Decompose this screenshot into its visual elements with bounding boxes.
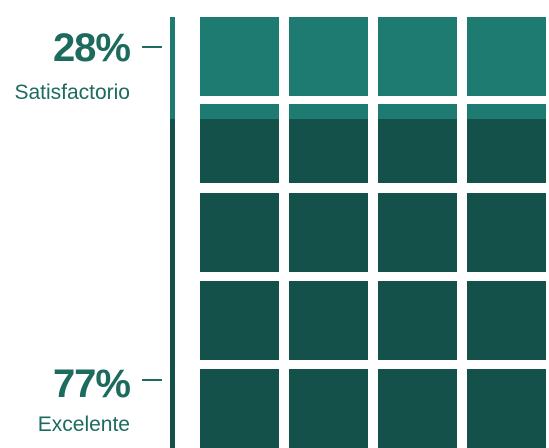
label-tick-excelente bbox=[142, 379, 162, 381]
waffle-cell-satisfactorio bbox=[467, 17, 546, 96]
waffle-cell-excelente bbox=[467, 193, 546, 272]
value-label-excelente: 77% bbox=[52, 362, 131, 406]
waffle-cell bbox=[378, 104, 457, 183]
waffle-cell bbox=[378, 281, 457, 360]
waffle-cell bbox=[467, 281, 546, 360]
waffle-cell-part-excelente bbox=[467, 119, 546, 183]
series-label-satisfactorio: Satisfactorio bbox=[14, 81, 130, 104]
label-tick-satisfactorio bbox=[142, 46, 162, 48]
waffle-cell bbox=[200, 104, 279, 183]
waffle-cell-excelente bbox=[467, 369, 546, 448]
waffle-cell-excelente bbox=[378, 281, 457, 360]
waffle-cell bbox=[289, 369, 368, 448]
waffle-cell-satisfactorio bbox=[289, 17, 368, 96]
waffle-cell bbox=[200, 369, 279, 448]
waffle-cell-excelente bbox=[378, 369, 457, 448]
waffle-cell-excelente bbox=[289, 193, 368, 272]
waffle-cell bbox=[289, 281, 368, 360]
waffle-cell bbox=[467, 369, 546, 448]
waffle-cell bbox=[289, 104, 368, 183]
waffle-cell bbox=[467, 193, 546, 272]
waffle-cell bbox=[200, 281, 279, 360]
waffle-cell-excelente bbox=[289, 281, 368, 360]
waffle-cell-part-satisfactorio bbox=[378, 104, 457, 119]
waffle-cell-part-satisfactorio bbox=[467, 104, 546, 119]
waffle-cell-satisfactorio bbox=[378, 17, 457, 96]
waffle-cell bbox=[467, 104, 546, 183]
waffle-cell-part-excelente bbox=[200, 119, 279, 183]
series-label-excelente: Excelente bbox=[37, 413, 130, 436]
waffle-cell bbox=[467, 17, 546, 96]
waffle-cell-excelente bbox=[289, 369, 368, 448]
waffle-cell-excelente bbox=[200, 281, 279, 360]
waffle-cell bbox=[378, 193, 457, 272]
waffle-cell-satisfactorio bbox=[200, 17, 279, 96]
axis-bar-excelente bbox=[170, 119, 175, 448]
waffle-cell-excelente bbox=[200, 369, 279, 448]
value-label-satisfactorio: 28% bbox=[52, 26, 131, 70]
waffle-cell-part-satisfactorio bbox=[200, 104, 279, 119]
waffle-cell-excelente bbox=[378, 193, 457, 272]
waffle-cell bbox=[289, 193, 368, 272]
waffle-cell-excelente bbox=[467, 281, 546, 360]
waffle-cell bbox=[200, 193, 279, 272]
axis-bar-satisfactorio bbox=[170, 17, 175, 119]
waffle-cell bbox=[289, 17, 368, 96]
waffle-cell bbox=[378, 369, 457, 448]
waffle-cell-excelente bbox=[200, 193, 279, 272]
waffle-cell bbox=[378, 17, 457, 96]
waffle-cell bbox=[200, 17, 279, 96]
waffle-cell-part-excelente bbox=[378, 119, 457, 183]
waffle-cell-part-excelente bbox=[289, 119, 368, 183]
waffle-cell-part-satisfactorio bbox=[289, 104, 368, 119]
